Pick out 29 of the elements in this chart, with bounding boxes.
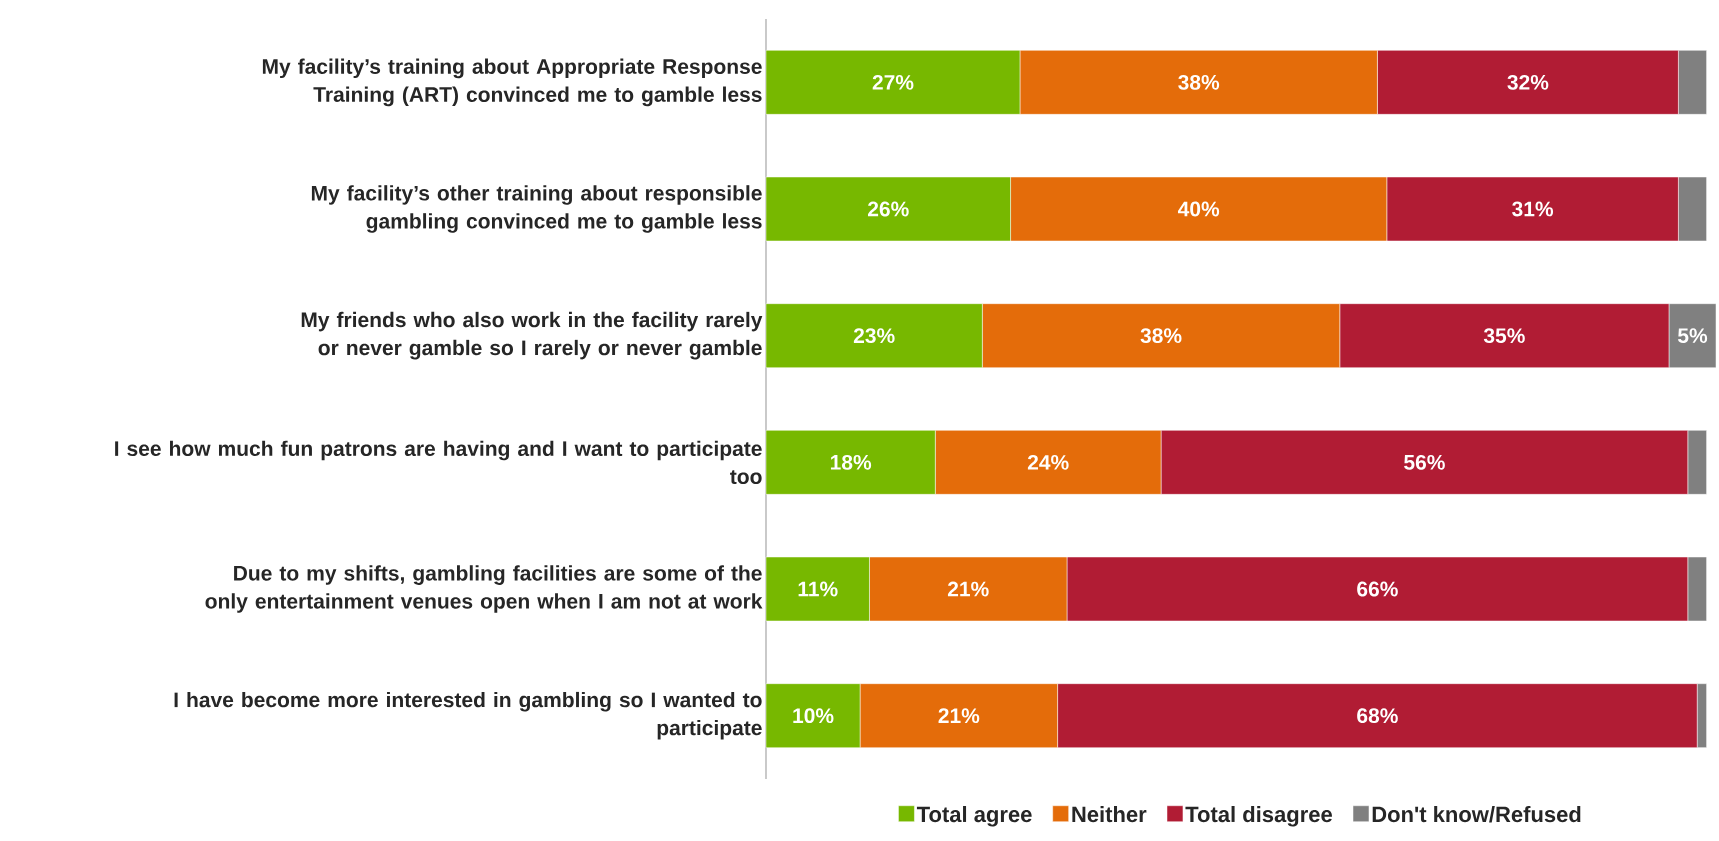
data-label: 35% [1483,328,1525,344]
data-label: 26% [867,201,909,217]
legend-label: Don't know/Refused [1372,806,1581,823]
data-label: 5% [1677,328,1708,344]
data-label: 32% [1507,74,1549,90]
legend-label: Total agree [916,806,1032,827]
y-tick-label: My facility’s other training about responsible gambling convinced me to gamble less [311,185,762,233]
legend-label: Neither [1072,806,1147,823]
data-label: 11% [798,581,838,597]
data-label: 38% [1140,328,1182,344]
data-label: 21% [947,581,989,597]
data-label: 10% [793,708,834,724]
data-label: 31% [1512,201,1554,217]
y-tick-label: My friends who also work in the facility rarely or never gamble so I rarely or never gamble [301,311,763,360]
data-label: 38% [1178,74,1220,90]
data-label: 24% [1027,454,1069,470]
data-label: 66% [1357,581,1398,597]
data-label: 40% [1177,201,1220,217]
y-tick-label: My facility’s training about Appropriate Response Training (ART) convinced me to gamble less [262,58,762,107]
data-label: 18% [830,454,872,470]
data-label: 56% [1404,454,1445,470]
legend-label: Total disagree [1185,806,1332,827]
data-label: 27% [872,74,914,90]
data-label: 21% [938,708,980,724]
data-label: 23% [853,328,895,344]
y-tick-label: I see how much fun patrons are having and I want to participate too [115,440,762,485]
y-tick-label: I have become more interested in gambling so I wanted to participate [174,691,762,740]
y-tick-label: Due to my shifts, gambling facilities are some of the only entertainment venues open when I am not at work [205,565,763,613]
data-label: 68% [1357,708,1398,724]
